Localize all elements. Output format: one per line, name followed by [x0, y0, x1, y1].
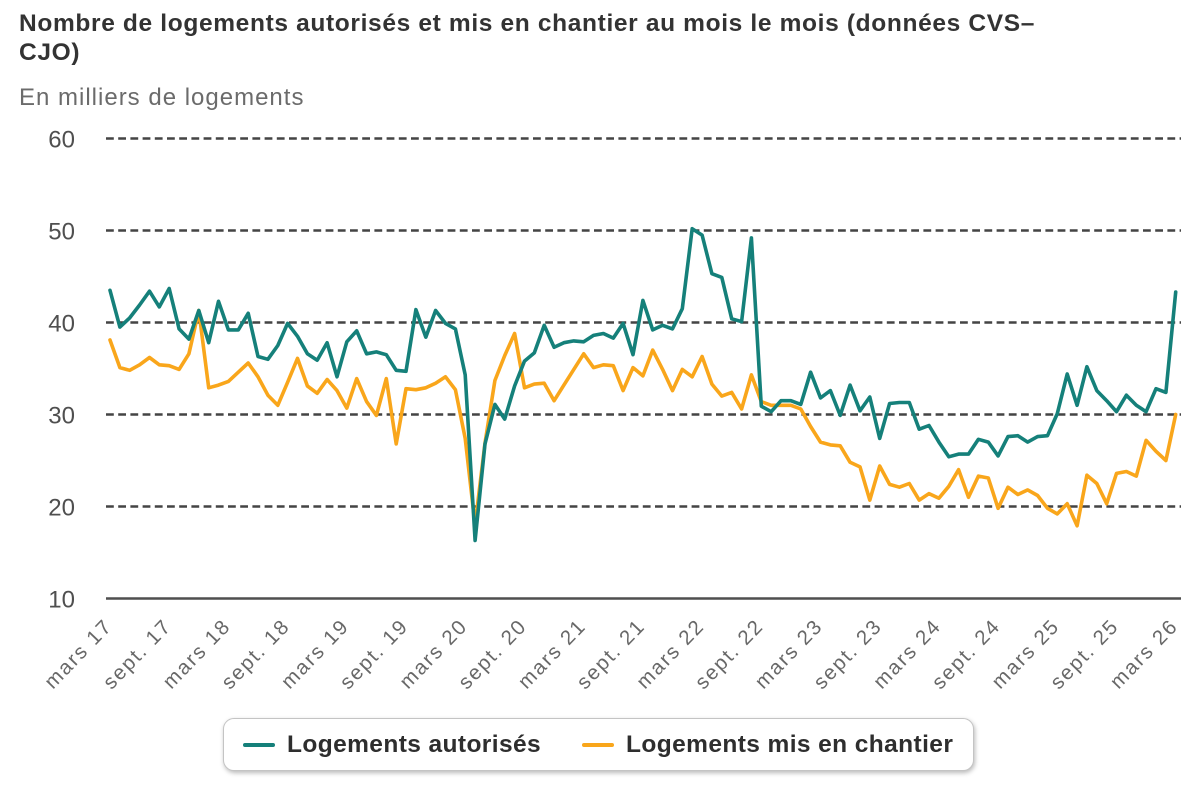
svg-text:20: 20 — [48, 495, 75, 522]
svg-text:10: 10 — [48, 587, 75, 614]
svg-text:40: 40 — [48, 311, 75, 338]
svg-text:60: 60 — [48, 127, 75, 154]
svg-text:50: 50 — [48, 219, 75, 246]
svg-text:30: 30 — [48, 403, 75, 430]
